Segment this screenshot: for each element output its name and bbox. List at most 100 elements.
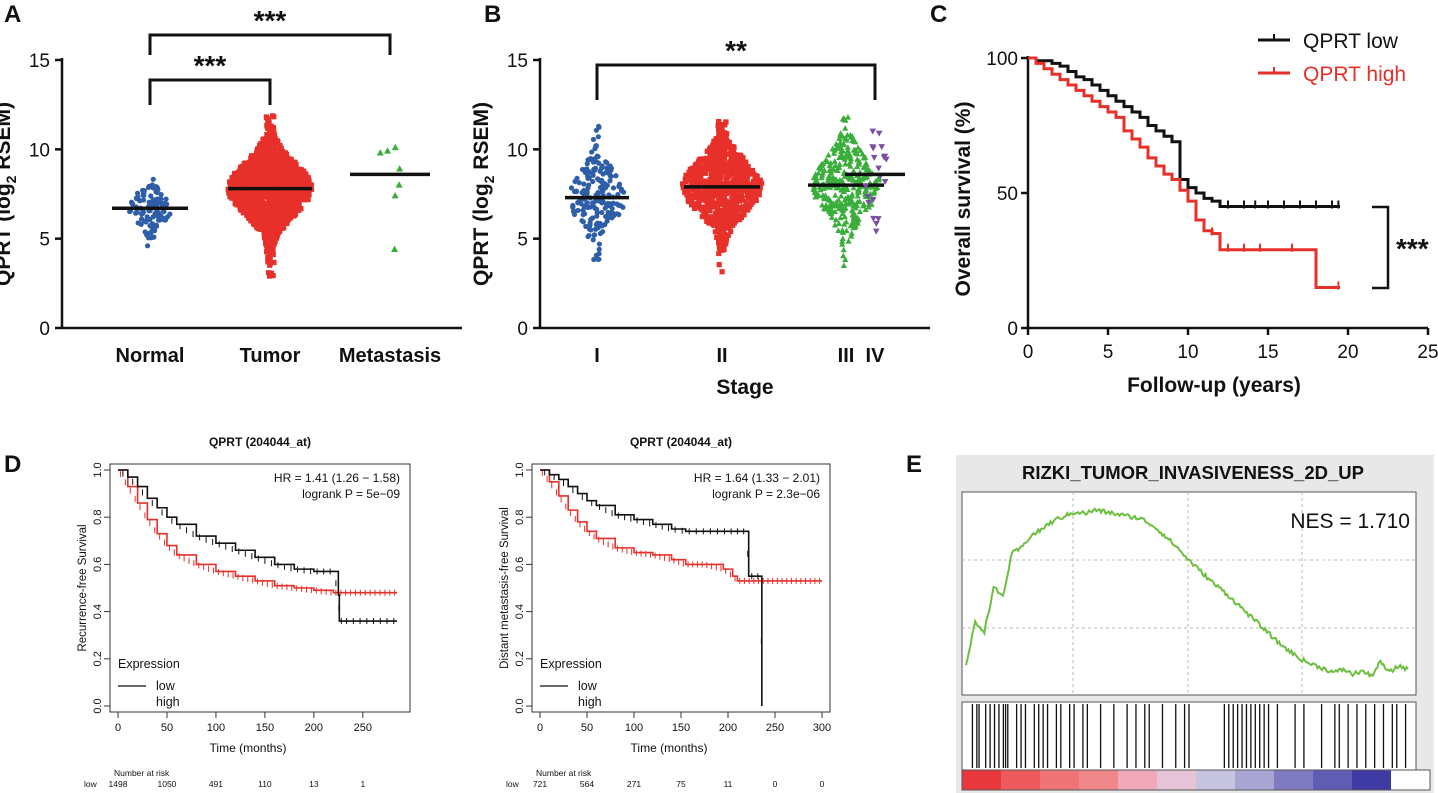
data-point (685, 191, 692, 197)
x-tick-label: 10 (1177, 342, 1198, 363)
data-point (590, 178, 596, 185)
data-point (832, 208, 839, 215)
data-point (730, 170, 737, 177)
data-point (143, 219, 149, 225)
data-point (234, 188, 240, 194)
data-point (716, 245, 723, 251)
data-point (755, 180, 761, 186)
data-point (719, 247, 725, 253)
data-point (750, 196, 757, 203)
data-point (230, 195, 237, 201)
data-point (691, 205, 698, 211)
data-point (689, 165, 695, 172)
data-point (150, 197, 156, 203)
data-point (826, 172, 833, 179)
data-point (263, 237, 269, 243)
data-point (717, 142, 724, 148)
data-point (281, 172, 288, 178)
data-point (844, 186, 851, 193)
data-point (270, 137, 276, 143)
data-point (235, 169, 241, 175)
risk-value: 1026 (531, 791, 550, 793)
data-point (269, 191, 275, 197)
data-point (853, 147, 860, 154)
data-point (841, 213, 848, 220)
data-point (682, 189, 688, 196)
data-point (844, 131, 851, 138)
data-point (284, 183, 290, 190)
data-point (263, 114, 269, 120)
running-enrichment-line (965, 507, 1409, 679)
data-point (251, 173, 257, 179)
km-series-high: QPRT high (1028, 56, 1406, 290)
data-point (717, 201, 723, 207)
data-point (701, 208, 707, 214)
data-point (725, 206, 731, 212)
data-point (275, 192, 281, 198)
data-point (840, 252, 847, 259)
plot-frame (109, 463, 411, 713)
data-point (263, 165, 269, 171)
data-point (140, 187, 146, 193)
data-point (607, 178, 613, 184)
data-point (292, 211, 299, 217)
data-point (850, 167, 857, 174)
data-point (860, 164, 868, 171)
data-point (269, 233, 275, 239)
data-point (734, 170, 740, 177)
group-iv (845, 128, 905, 235)
data-point (257, 181, 264, 188)
x-tick-label: I (594, 345, 600, 367)
data-point (736, 167, 742, 173)
data-point (728, 221, 734, 227)
y-tick-label: 0.2 (92, 651, 104, 666)
km-curve (118, 469, 398, 622)
x-axis-label: Follow-up (years) (1127, 374, 1301, 397)
data-point (720, 240, 726, 246)
data-point (839, 186, 846, 193)
data-point (841, 135, 849, 141)
data-point (581, 181, 587, 187)
chart-title: QPRT (204044_at) (209, 435, 311, 449)
data-point (826, 175, 834, 181)
data-point (727, 216, 733, 222)
y-axis-label: QPRT (log2 RSEM) (470, 102, 497, 286)
data-point (258, 142, 264, 148)
data-point (270, 199, 276, 206)
data-point (849, 191, 856, 197)
data-point (729, 179, 735, 185)
data-point (265, 132, 272, 138)
data-point (261, 189, 267, 195)
data-point (757, 184, 763, 191)
x-tick-label: 25 (1417, 342, 1438, 363)
data-point (720, 158, 727, 165)
data-point (737, 192, 743, 199)
data-point (844, 193, 852, 200)
y-tick-label: 0.6 (92, 557, 104, 572)
data-point (255, 146, 261, 152)
data-point (579, 166, 586, 173)
data-point (701, 180, 707, 186)
data-point (599, 209, 605, 216)
data-point (278, 159, 284, 165)
data-point (244, 173, 250, 179)
data-point (277, 142, 283, 149)
data-point (841, 173, 848, 179)
data-point (277, 203, 283, 209)
data-point (842, 160, 849, 167)
x-tick-label: 50 (161, 722, 173, 734)
risk-value: 564 (209, 791, 223, 793)
data-point (610, 185, 617, 191)
data-point (744, 178, 750, 185)
data-point (265, 157, 271, 163)
km-curve (1028, 56, 1340, 208)
data-point (589, 215, 596, 221)
data-point (568, 185, 575, 191)
data-point (839, 238, 846, 244)
data-point (272, 222, 279, 228)
data-point (730, 203, 737, 209)
risk-value: 11 (724, 779, 733, 789)
risk-value: 14 (309, 791, 319, 793)
data-point (723, 191, 730, 197)
